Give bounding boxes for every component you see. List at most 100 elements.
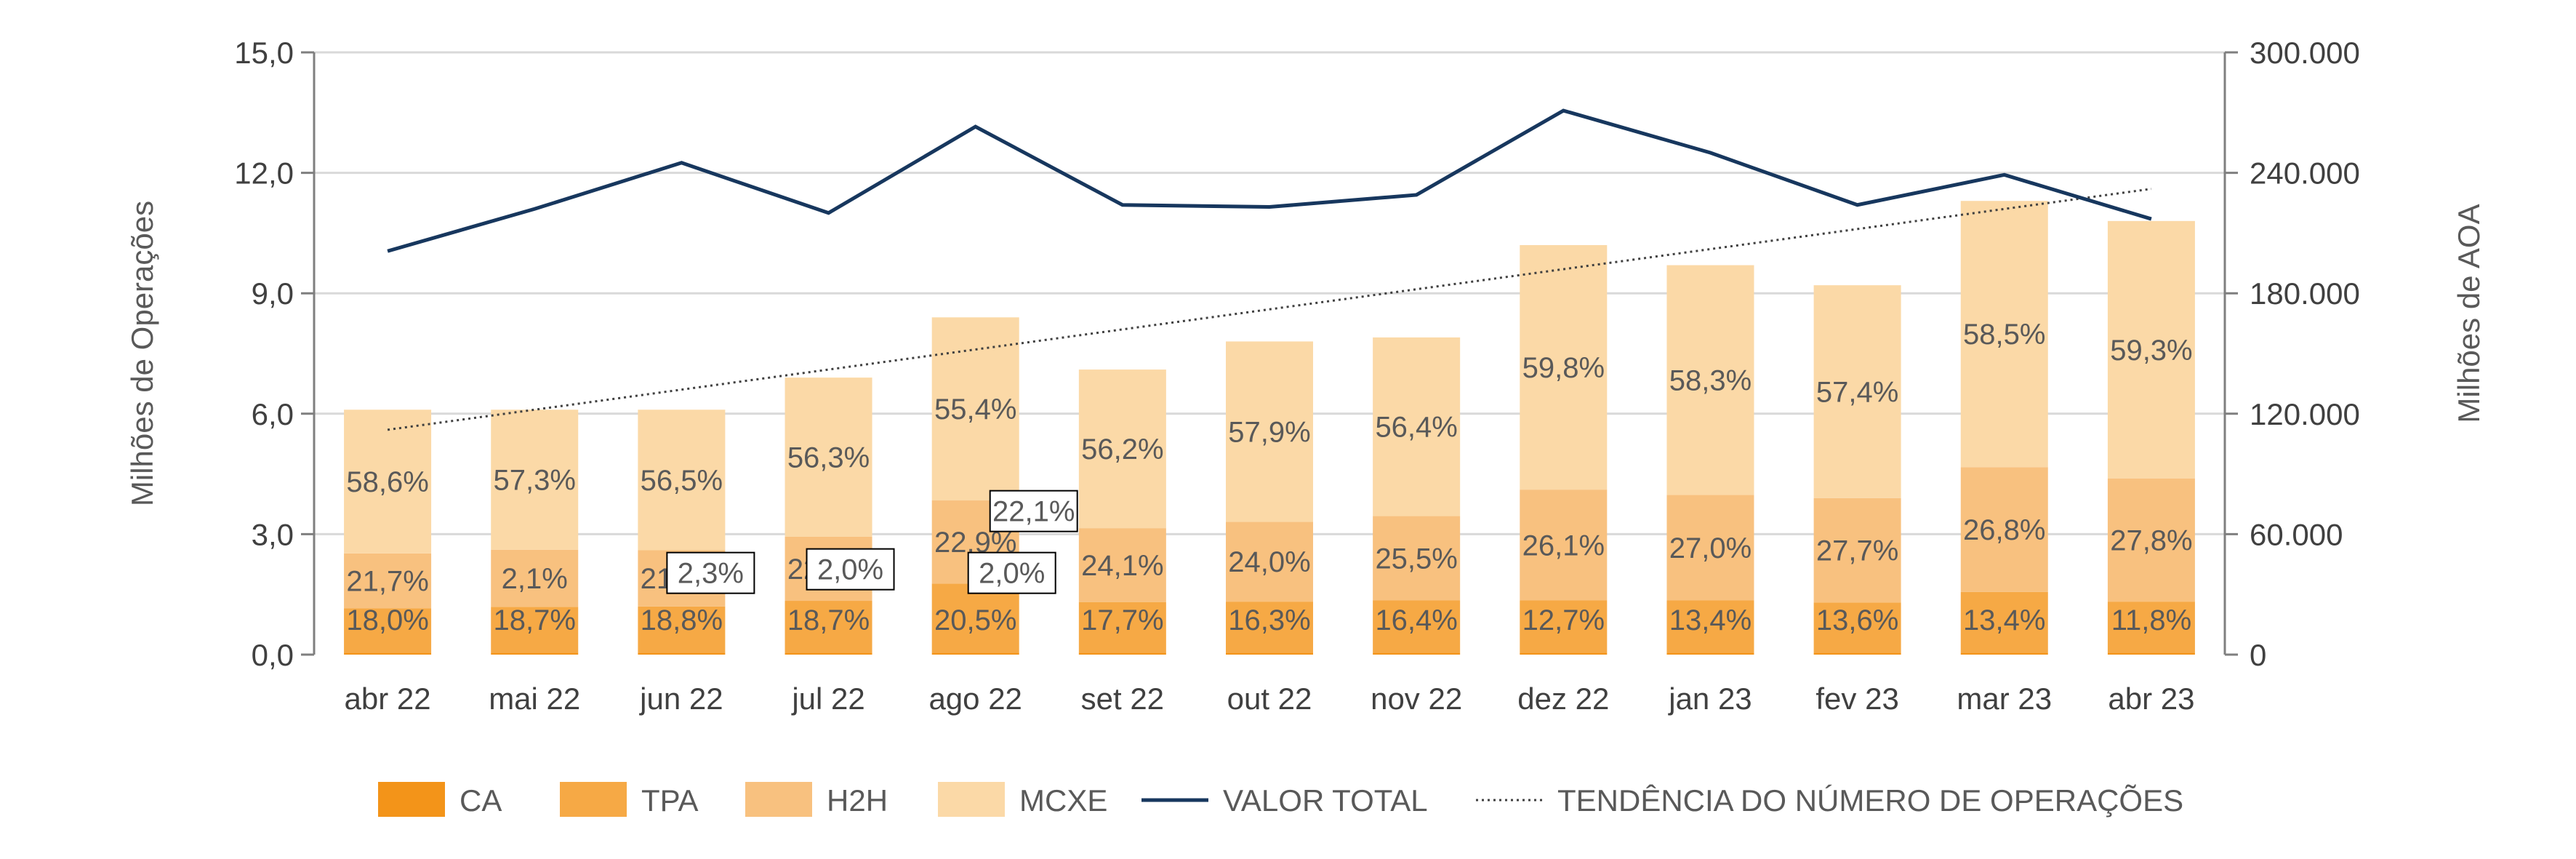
data-label-mcxe: 59,8%: [1522, 352, 1605, 384]
data-label-mcxe: 56,5%: [641, 465, 723, 497]
bar-ca: [1666, 652, 1754, 655]
bar-mcxe: [1226, 341, 1313, 522]
callout-box: [666, 551, 755, 594]
data-label-h2h: 27,8%: [2110, 524, 2192, 556]
y-tick-label: 3,0: [252, 517, 294, 551]
bar-ca: [1520, 652, 1608, 655]
data-label-mcxe: 56,4%: [1375, 412, 1457, 444]
x-tick-label: abr 22: [345, 682, 431, 716]
bar-tpa: [1960, 591, 2048, 653]
bar-h2h: [1078, 528, 1166, 602]
y2-tick-label: 240.000: [2250, 156, 2360, 191]
data-label-tpa: 20,5%: [934, 604, 1016, 636]
bar-ca: [785, 652, 872, 655]
callout-label: 22,1%: [992, 496, 1075, 528]
legend-label: MCXE: [1019, 783, 1107, 818]
x-tick-label: dez 22: [1517, 682, 1609, 716]
bar-mcxe: [2107, 220, 2195, 479]
legend-label: VALOR TOTAL: [1223, 783, 1428, 818]
data-label-mcxe: 59,3%: [2110, 335, 2192, 367]
callout-label: 2,3%: [678, 558, 744, 590]
bar-mcxe: [344, 409, 432, 554]
x-tick-label: mai 22: [489, 682, 580, 716]
y2-axis-title: Milhões de AOA: [2452, 204, 2486, 423]
y2-tick-label: 60.000: [2250, 517, 2343, 551]
bar-tpa: [638, 606, 726, 653]
bar-mcxe: [491, 409, 579, 550]
data-label-tpa: 18,7%: [787, 604, 870, 636]
legend-label: TENDÊNCIA DO NÚMERO DE OPERAÇÕES: [1557, 783, 2183, 818]
bar-tpa: [2107, 602, 2195, 653]
callout-box: [806, 548, 895, 591]
y2-tick-label: 0: [2250, 638, 2266, 672]
bar-ca: [638, 652, 726, 655]
bar-h2h: [2107, 478, 2195, 602]
bar-tpa: [1078, 602, 1166, 653]
legend-swatch: [938, 782, 1005, 817]
y-tick-label: 9,0: [252, 276, 294, 311]
bar-mcxe: [1666, 265, 1754, 495]
valor-total-line: [387, 108, 2152, 253]
bar-mcxe: [785, 377, 872, 537]
data-label-mcxe: 57,3%: [494, 465, 576, 497]
bar-tpa: [1520, 600, 1608, 653]
data-label-h2h: 27,0%: [1669, 532, 1752, 564]
data-label-mcxe: 55,4%: [934, 393, 1016, 425]
data-label-mcxe: 57,9%: [1228, 416, 1310, 448]
bar-tpa: [785, 601, 872, 653]
bar-mcxe: [931, 317, 1019, 501]
x-tick-label: abr 23: [2108, 682, 2194, 716]
data-label-h2h: 21,7%: [346, 566, 428, 598]
legend-swatch: [560, 782, 627, 817]
data-label-tpa: 18,8%: [641, 604, 723, 636]
data-label-tpa: 18,7%: [494, 604, 576, 636]
bar-tpa: [931, 583, 1019, 653]
callout-label: 2,0%: [817, 554, 883, 586]
x-tick-label: jun 22: [638, 682, 723, 716]
bar-h2h: [344, 553, 432, 609]
bar-tpa: [1666, 600, 1754, 653]
y2-tick-label: 180.000: [2250, 276, 2360, 311]
data-label-mcxe: 58,3%: [1669, 364, 1752, 396]
bar-ca: [1226, 652, 1313, 655]
x-tick-label: out 22: [1227, 682, 1312, 716]
bar-ca: [1373, 652, 1461, 655]
y-tick-label: 0,0: [252, 638, 294, 672]
legend-swatch: [745, 782, 812, 817]
bar-mcxe: [638, 409, 726, 551]
bar-h2h: [1226, 522, 1313, 602]
legend-label: H2H: [827, 783, 888, 818]
bar-mcxe: [1813, 285, 1901, 498]
y2-tick-label: 120.000: [2250, 397, 2360, 431]
data-label-h2h: 26,1%: [1522, 530, 1605, 562]
data-label-tpa: 11,8%: [2111, 604, 2191, 636]
data-label-tpa: 16,3%: [1228, 604, 1310, 636]
data-label-tpa: 16,4%: [1375, 604, 1457, 636]
data-label-mcxe: 58,5%: [1963, 319, 2045, 351]
bar-h2h: [1813, 498, 1901, 603]
data-label-h2h: 27,7%: [1816, 535, 1898, 567]
data-label-h2h: 2,1%: [502, 563, 568, 595]
y-tick-label: 15,0: [234, 36, 294, 70]
x-tick-label: mar 23: [1957, 682, 2052, 716]
bar-h2h: [1666, 495, 1754, 601]
x-tick-label: set 22: [1081, 682, 1164, 716]
data-label-tpa: 13,4%: [1963, 604, 2045, 636]
bar-tpa: [1373, 600, 1461, 653]
x-tick-label: jul 22: [790, 682, 864, 716]
y-tick-label: 6,0: [252, 397, 294, 431]
y2-tick-label: 300.000: [2250, 36, 2360, 70]
legend-swatch: [378, 782, 445, 817]
bar-h2h: [491, 549, 579, 607]
data-label-tpa: 13,4%: [1669, 604, 1752, 636]
bar-mcxe: [1078, 369, 1166, 529]
trend-line: [387, 188, 2152, 431]
callout-box: [967, 551, 1056, 594]
data-label-mcxe: 56,3%: [787, 442, 870, 474]
data-label-mcxe: 56,2%: [1081, 434, 1163, 466]
legend-label: CA: [460, 783, 502, 818]
bar-mcxe: [1960, 201, 2048, 468]
x-tick-label: nov 22: [1371, 682, 1462, 716]
